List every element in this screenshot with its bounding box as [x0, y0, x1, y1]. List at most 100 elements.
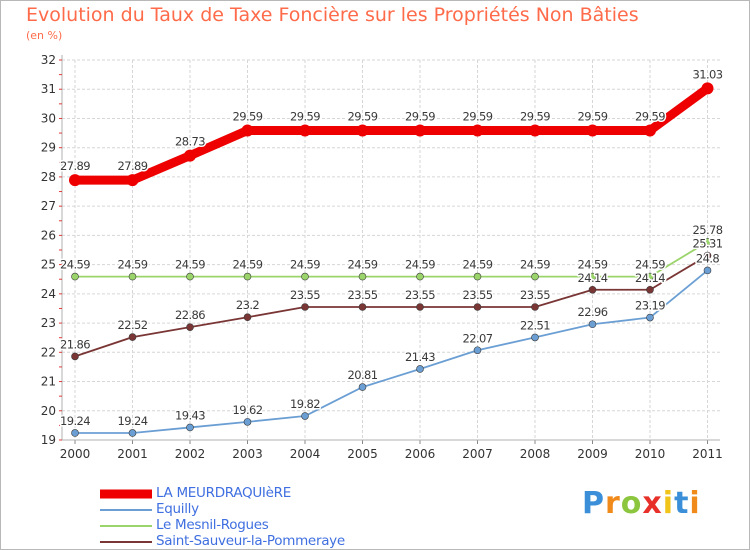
y-tick-label: 19	[41, 433, 56, 447]
y-tick-label: 32	[41, 53, 56, 67]
data-point	[529, 124, 541, 137]
data-label: 24.59	[118, 258, 148, 272]
legend-swatch	[100, 541, 152, 543]
data-point	[71, 272, 79, 281]
chart-title: Evolution du Taux de Taxe Foncière sur l…	[26, 4, 639, 26]
data-label: 29.59	[520, 109, 550, 123]
legend-label: Saint-Sauveur-la-Pommeraye	[156, 533, 345, 549]
legend-label: Equilly	[156, 501, 199, 517]
x-tick-label: 2004	[290, 447, 321, 461]
y-tick-label: 20	[41, 404, 56, 418]
data-point	[646, 313, 654, 322]
axes: 19 20 21 22 23 24 25 26 27 28 29 30 31 32 2000 2001 2002…	[41, 53, 723, 461]
y-tick-label: 23	[41, 316, 56, 330]
x-tick-label: 2003	[232, 447, 263, 461]
legend-swatch	[100, 489, 152, 499]
data-label: 24.59	[60, 258, 90, 272]
data-point	[473, 346, 482, 355]
data-label: 24.14	[578, 271, 608, 285]
data-point	[644, 124, 656, 137]
data-label: 25.31	[693, 237, 723, 251]
data-label: 29.59	[290, 109, 320, 123]
data-label: 22.96	[578, 305, 608, 319]
y-tick-label: 21	[41, 375, 56, 389]
data-point	[71, 352, 79, 361]
data-label: 19.43	[175, 408, 205, 422]
data-label: 23.55	[348, 288, 378, 302]
series-line	[74, 240, 709, 278]
data-point	[299, 124, 311, 137]
data-point	[358, 272, 367, 281]
data-point	[703, 238, 712, 246]
data-label: 21.86	[60, 337, 90, 351]
data-label: 22.52	[118, 318, 148, 332]
x-tick-label: 2011	[692, 447, 723, 461]
series-line	[74, 269, 709, 434]
x-tick-label: 2009	[577, 447, 608, 461]
data-label: 24.59	[578, 258, 608, 272]
data-point	[356, 124, 369, 137]
data-point	[186, 323, 194, 331]
data-point	[243, 272, 252, 281]
data-label: 24.59	[520, 258, 550, 272]
data-point	[186, 272, 194, 281]
data-point	[531, 303, 539, 311]
data-label: 21.43	[405, 350, 435, 364]
data-point	[473, 303, 482, 311]
data-label: 29.59	[463, 109, 493, 123]
legend-label: LA MEURDRAQUIèRE	[156, 485, 291, 501]
series-line	[70, 83, 712, 185]
data-label: 28.73	[175, 135, 205, 149]
data-label: 23.55	[405, 288, 435, 302]
data-point	[71, 429, 79, 437]
data-label: 24.59	[635, 258, 665, 272]
logo-letter: o	[620, 486, 643, 521]
data-label: 24.8	[696, 251, 719, 265]
data-label: 23.55	[463, 288, 493, 302]
y-tick-label: 28	[41, 170, 56, 184]
data-point	[588, 285, 597, 294]
y-tick-label: 30	[41, 111, 56, 125]
grid-lines	[62, 59, 720, 441]
legend-swatch	[100, 509, 152, 511]
y-tick-label: 24	[41, 287, 56, 301]
proxiti-logo: Proxiti	[582, 486, 701, 521]
data-label: 24.59	[233, 258, 263, 272]
data-label: 27.89	[118, 159, 148, 173]
data-point	[128, 272, 137, 281]
data-point	[241, 124, 254, 137]
data-label: 24.59	[290, 258, 320, 272]
y-tick-label: 22	[41, 345, 56, 359]
series-lines	[69, 82, 714, 437]
data-label: 22.07	[463, 331, 493, 345]
data-label: 23.55	[520, 288, 550, 302]
data-label: 24.59	[463, 258, 493, 272]
data-point	[358, 383, 367, 391]
y-tick-label: 29	[41, 141, 56, 155]
data-point	[301, 412, 309, 420]
data-point	[69, 174, 81, 187]
logo-letter: r	[605, 486, 621, 521]
logo-letter: t	[674, 486, 690, 521]
data-label: 29.59	[348, 109, 378, 123]
y-tick-label: 25	[41, 258, 56, 272]
data-point	[128, 333, 137, 341]
x-tick-label: 2001	[117, 447, 148, 461]
x-tick-label: 2006	[405, 447, 436, 461]
logo-letter: x	[642, 486, 663, 521]
data-point	[416, 365, 424, 373]
data-point	[531, 333, 539, 342]
data-label: 19.82	[290, 397, 320, 411]
logo-letter: P	[582, 486, 605, 521]
data-point	[358, 303, 367, 311]
data-point	[646, 272, 654, 281]
data-label: 19.24	[60, 414, 90, 428]
logo-letter: i	[662, 486, 675, 521]
data-label: 23.19	[635, 299, 665, 313]
data-label: 29.59	[578, 109, 608, 123]
x-tick-label: 2002	[175, 447, 206, 461]
data-point	[414, 124, 426, 137]
data-label: 24.14	[635, 271, 665, 285]
y-tick-label: 26	[41, 228, 56, 242]
y-tick-label: 31	[41, 82, 56, 96]
